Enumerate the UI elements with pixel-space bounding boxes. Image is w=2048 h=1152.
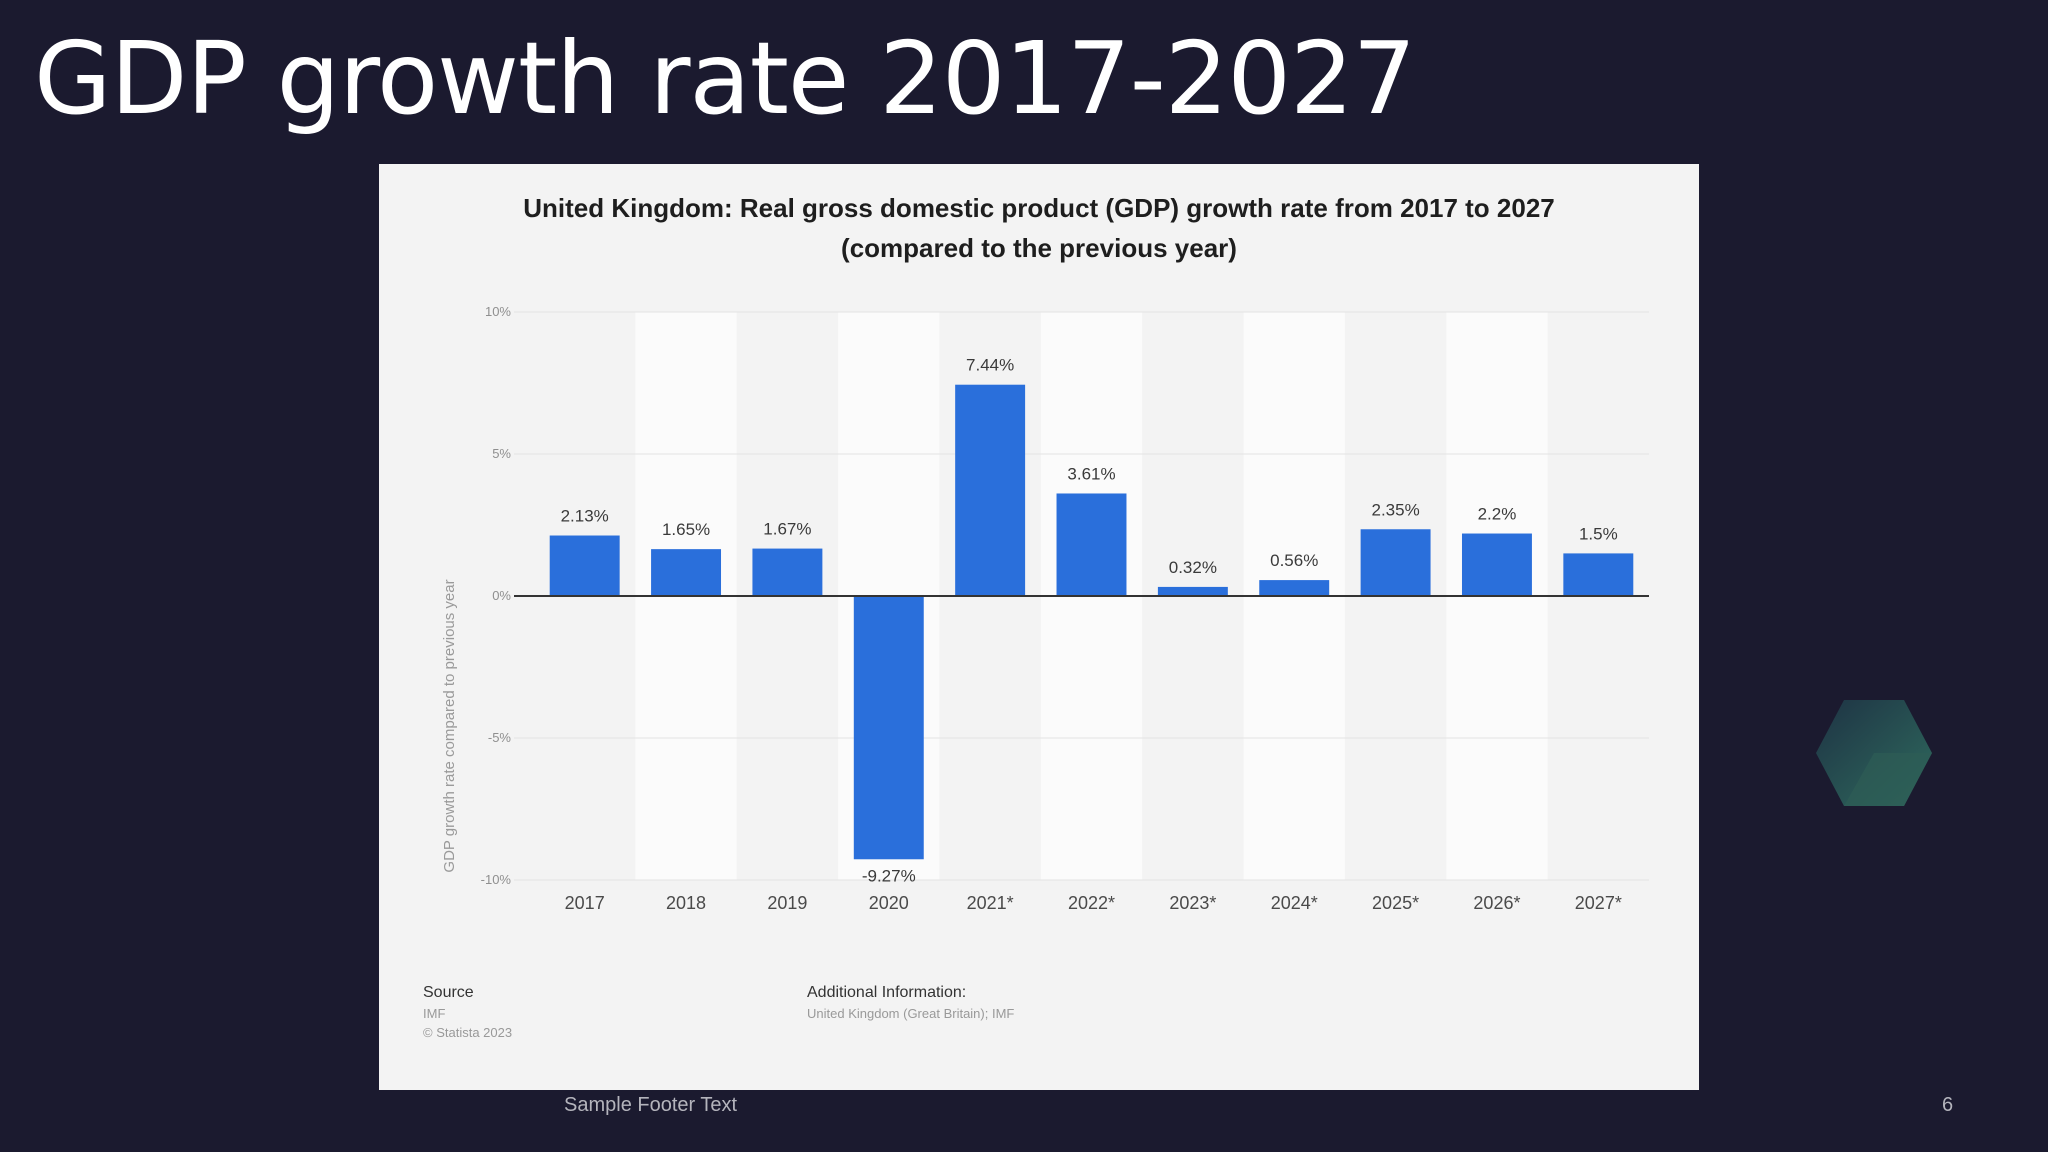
category-labels: 2017 2018 2019 2020 2021* 2022* 2023* 2024* 2025… xyxy=(565,893,1622,913)
hexagon-logo-icon xyxy=(1816,700,1932,806)
data-label: 0.56% xyxy=(1270,551,1318,570)
data-label: 7.44% xyxy=(966,356,1014,375)
y-tick-label: 10% xyxy=(485,304,511,319)
bar xyxy=(1056,493,1127,596)
chart-title: United Kingdom: Real gross domestic prod… xyxy=(523,193,1555,223)
page-number: 6 xyxy=(1942,1094,1954,1116)
y-axis-label: GDP growth rate compared to previous yea… xyxy=(441,579,458,872)
bar xyxy=(651,549,722,596)
data-label: 3.61% xyxy=(1067,464,1115,483)
bar xyxy=(1360,529,1431,596)
info-heading: Additional Information: xyxy=(807,984,967,1001)
category-label: 2022* xyxy=(1068,893,1115,913)
category-label: 2019 xyxy=(767,893,807,913)
bar xyxy=(853,596,924,860)
bar xyxy=(1157,586,1228,596)
data-label: 2.2% xyxy=(1478,505,1517,524)
category-label: 2018 xyxy=(666,893,706,913)
data-label: 1.5% xyxy=(1579,524,1618,543)
category-label: 2021* xyxy=(967,893,1014,913)
data-label: -9.27% xyxy=(862,866,916,885)
data-label: 1.67% xyxy=(763,520,811,539)
bar xyxy=(549,535,620,596)
y-tick-label: 0% xyxy=(492,588,511,603)
chart-panel: United Kingdom: Real gross domestic prod… xyxy=(379,164,1699,1090)
source-heading: Source xyxy=(423,984,474,1001)
bar xyxy=(1563,553,1634,596)
data-label: 2.35% xyxy=(1371,500,1419,519)
category-label: 2020 xyxy=(869,893,909,913)
data-label: 0.32% xyxy=(1169,558,1217,577)
source-line: IMF xyxy=(423,1006,446,1021)
footer-text: Sample Footer Text xyxy=(564,1094,738,1116)
bars xyxy=(549,384,1634,860)
category-label: 2026* xyxy=(1473,893,1520,913)
category-label: 2017 xyxy=(565,893,605,913)
bar xyxy=(955,384,1026,596)
category-label: 2025* xyxy=(1372,893,1419,913)
data-label: 2.13% xyxy=(561,507,609,526)
chart-subtitle: (compared to the previous year) xyxy=(841,233,1237,263)
data-labels: 2.13% 1.65% 1.67% -9.27% 7.44% 3.61% 0.32% 0.56… xyxy=(561,356,1618,886)
bar xyxy=(752,548,823,596)
y-tick-labels: 10% 5% 0% -5% -10% xyxy=(481,304,512,887)
data-label: 1.65% xyxy=(662,520,710,539)
bar xyxy=(1461,533,1532,596)
gridlines xyxy=(514,311,1649,881)
slide-title: GDP growth rate 2017-2027 xyxy=(34,20,1416,137)
source-line: © Statista 2023 xyxy=(423,1025,513,1040)
category-label: 2024* xyxy=(1271,893,1318,913)
info-line: United Kingdom (Great Britain); IMF xyxy=(807,1006,1015,1021)
y-tick-label: -10% xyxy=(481,872,512,887)
category-label: 2027* xyxy=(1575,893,1622,913)
bar xyxy=(1259,580,1330,596)
y-tick-label: -5% xyxy=(488,730,512,745)
category-label: 2023* xyxy=(1169,893,1216,913)
y-tick-label: 5% xyxy=(492,446,511,461)
bar-chart: 2.13% 1.65% 1.67% -9.27% 7.44% 3.61% 0.32% 0.56… xyxy=(441,304,1649,913)
